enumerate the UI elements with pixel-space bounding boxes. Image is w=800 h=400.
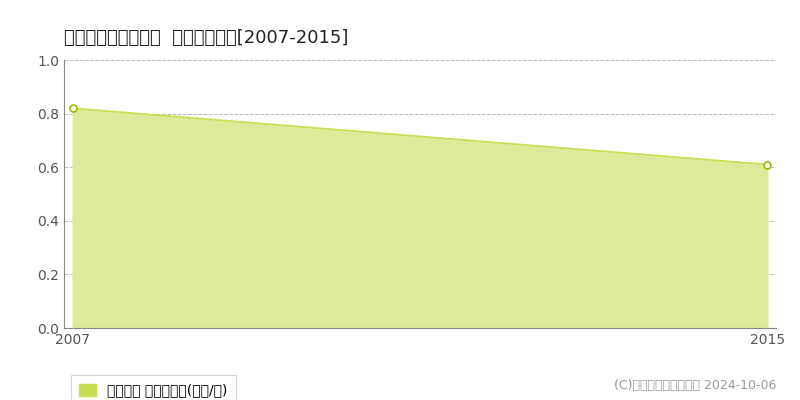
Text: 上益城郡山都町米生  土地価格推移[2007-2015]: 上益城郡山都町米生 土地価格推移[2007-2015]	[64, 29, 348, 47]
Legend: 土地価格 平均坪単価(万円/坪): 土地価格 平均坪単価(万円/坪)	[71, 375, 236, 400]
Text: (C)土地価格ドットコム 2024-10-06: (C)土地価格ドットコム 2024-10-06	[614, 379, 776, 392]
